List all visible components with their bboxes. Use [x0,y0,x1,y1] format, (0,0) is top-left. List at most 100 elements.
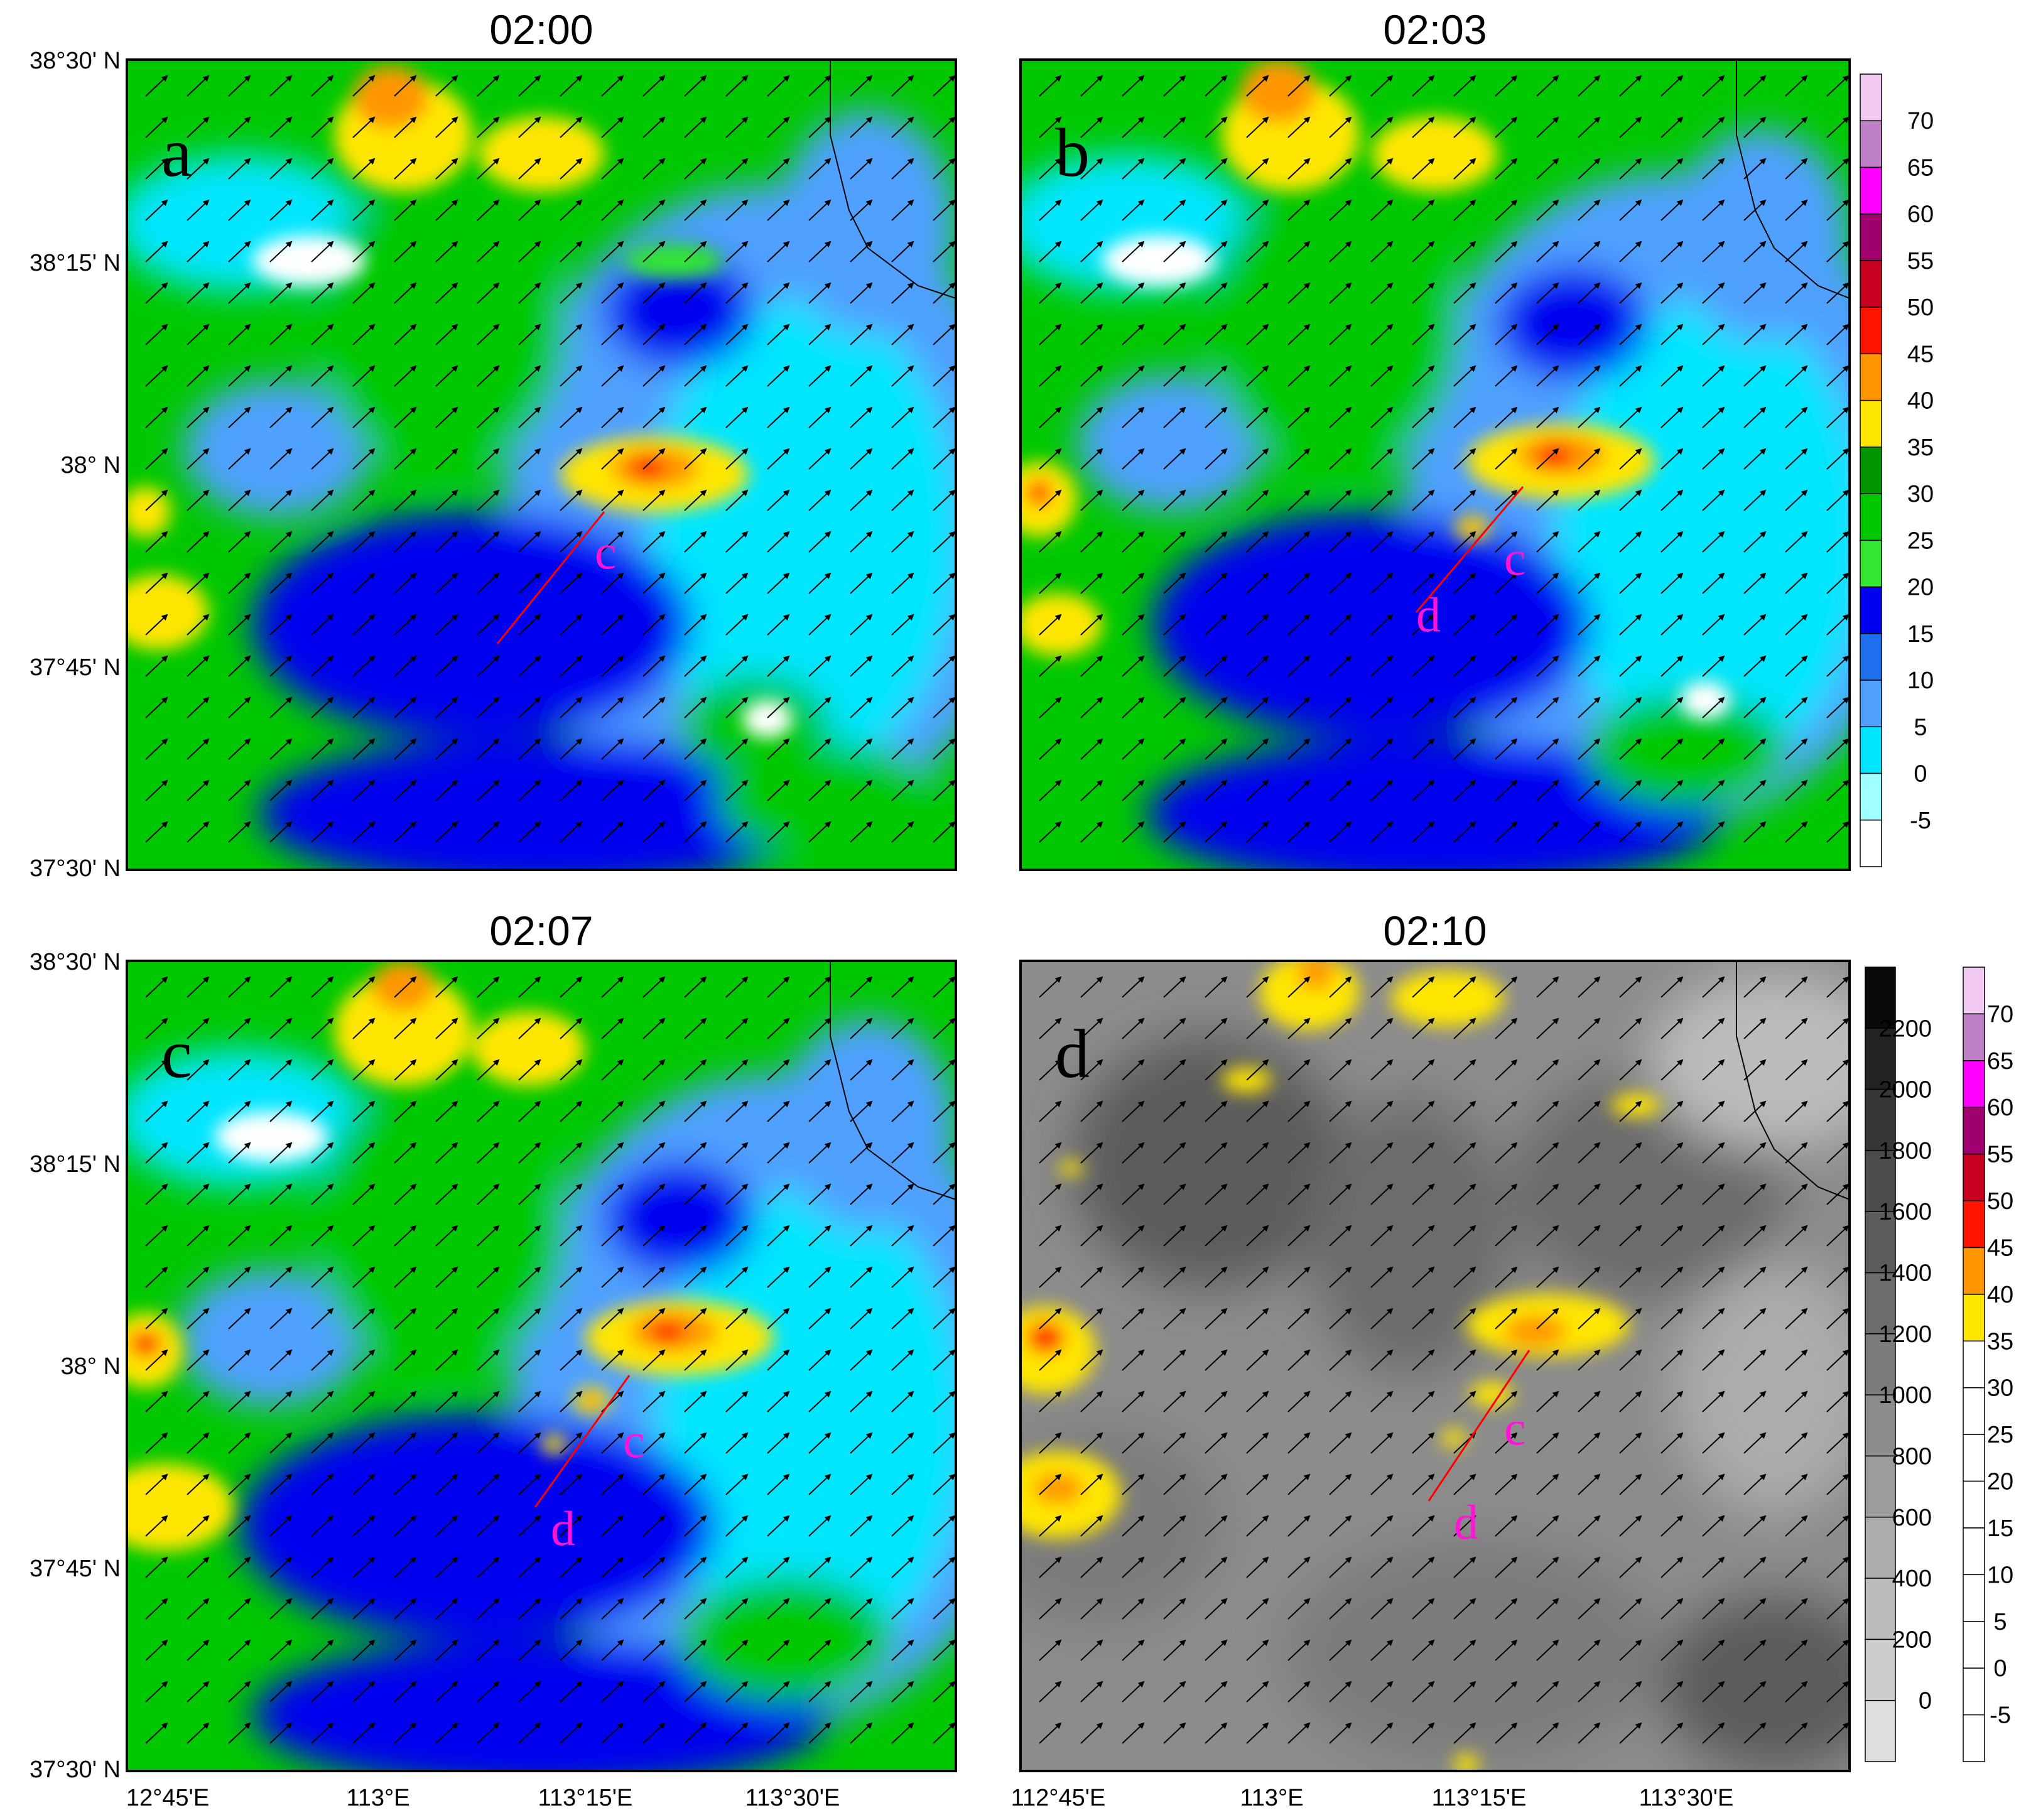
wind-arrow [933,323,956,345]
wind-arrow [228,572,251,594]
wind-arrow [891,116,914,138]
wind-arrow [477,448,500,470]
wind-arrow [311,406,334,428]
wind-arrow [808,116,832,138]
wind-arrow [1039,241,1062,263]
wind-arrow [269,976,293,998]
wind-arrow [1826,738,1850,760]
wind-arrow [933,241,956,263]
wind-arrow [1246,406,1269,428]
wind-arrow [1122,116,1145,138]
panel-d-field [1021,961,1850,1771]
wind-arrow [1536,282,1559,304]
wind-arrow [642,116,666,138]
wind-arrow [1122,199,1145,221]
wind-arrow [1578,531,1601,553]
wind-arrow [1743,116,1767,138]
wind-arrow [1453,779,1476,801]
colorbar-swatch [1860,399,1882,448]
wind-arrow [642,821,666,843]
wind-arrow [187,1142,210,1164]
wind-arrow [1578,655,1601,677]
wind-arrow [1080,448,1103,470]
wind-arrow [269,116,293,138]
panel-a-label: a [161,114,192,191]
wind-arrow [1122,696,1145,718]
wind-arrow [1702,821,1725,843]
wind-arrow [228,158,251,180]
wind-arrow [1453,738,1476,760]
wind-arrow [435,1059,458,1081]
wind-arrow [1453,821,1476,843]
wind-arrow [725,323,749,345]
wind-arrow [1453,75,1476,97]
wind-arrow [1329,738,1352,760]
wind-arrow [352,696,376,718]
colorbar-label: 20 [1907,575,1934,601]
colorbar-label: 0 [1914,761,1927,788]
colorbar-swatch [1963,1621,1985,1669]
wind-arrow [725,572,749,594]
wind-arrow [187,976,210,998]
wind-arrow [1743,323,1767,345]
wind-arrow [767,1059,790,1081]
wind-arrow [1619,158,1642,180]
wind-arrow [228,1017,251,1039]
wind-arrow [1619,365,1642,387]
colorbar-swatch [1963,1387,1985,1435]
wind-arrow [518,282,541,304]
wind-arrow [1619,696,1642,718]
wind-arrow [1495,696,1518,718]
wind-arrow [1826,323,1850,345]
panel-b: 02:03 [1019,6,1851,871]
wind-arrow [1412,572,1435,594]
wind-arrow [228,655,251,677]
wind-arrow [311,1183,334,1205]
wind-arrow [1619,779,1642,801]
colorbar-label: 30 [1987,1375,2013,1402]
wind-arrow [1163,199,1186,221]
wind-arrow [808,696,832,718]
wind-arrow [1660,75,1684,97]
wind-arrow [1619,199,1642,221]
wind-arrow [933,489,956,511]
wind-arrow [560,241,583,263]
wind-arrow [808,976,832,998]
wind-arrow [1702,199,1725,221]
wind-arrow [1495,489,1518,511]
wind-arrow [187,821,210,843]
colorbar-label: 40 [1987,1282,2013,1308]
wind-arrow [642,323,666,345]
wind-arrow [435,976,458,998]
wind-arrow [560,738,583,760]
colorbar-label: 20 [1987,1469,2013,1495]
wind-arrow [767,1100,790,1122]
wind-arrow [1578,365,1601,387]
wind-arrow [1205,614,1228,636]
wind-arrow [1785,406,1808,428]
wind-arrow [1163,696,1186,718]
wind-arrow [560,614,583,636]
wind-arrow [228,779,251,801]
wind-arrow [767,779,790,801]
wind-arrow [1246,75,1269,97]
wind-arrow [435,241,458,263]
wind-arrow [684,282,707,304]
wind-arrow [1080,241,1103,263]
wind-arrow [1453,199,1476,221]
wind-arrow [560,282,583,304]
wind-arrow [1080,116,1103,138]
wind-arrow [394,365,417,387]
wind-arrow [1205,282,1228,304]
wind-arrow [269,241,293,263]
wind-arrow [808,199,832,221]
colorbar-label: 1400 [1878,1260,1932,1287]
colorbar-swatch [1963,1340,1985,1389]
wind-arrow [311,779,334,801]
wind-arrow [269,365,293,387]
wind-arrow [560,365,583,387]
wind-arrow [808,1100,832,1122]
colorbar-label: 0 [1919,1688,1932,1714]
wind-arrow [1578,779,1601,801]
wind-arrow [187,365,210,387]
